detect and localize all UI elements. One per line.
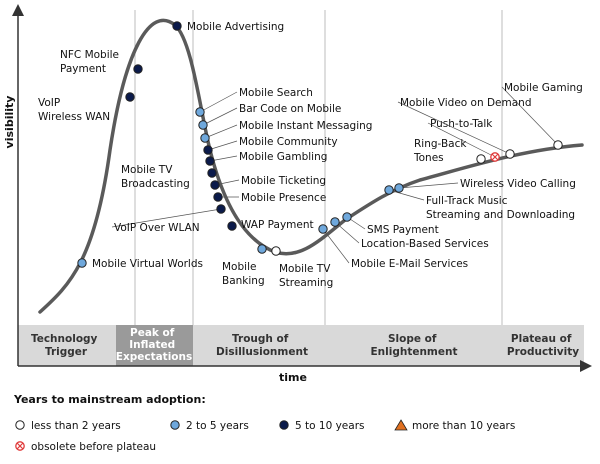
phase-technology-trigger: Technology Trigger	[31, 333, 101, 358]
phase-labels: Technology Trigger Peak of Inflated Expe…	[31, 327, 579, 363]
legend: Years to mainstream adoption: less than …	[13, 393, 515, 453]
label-mobile-search: Mobile Search	[239, 87, 313, 99]
label-mobile-community: Mobile Community	[239, 136, 338, 148]
label-mobile-banking: Mobile Banking	[222, 261, 265, 287]
marker-wap-payment	[227, 221, 237, 231]
marker-mobile-advertising	[172, 21, 182, 31]
label-bar-code-on-mobile: Bar Code on Mobile	[239, 103, 341, 115]
phase-band-highlight	[116, 325, 193, 366]
marker-mobile-presence	[213, 192, 223, 202]
leader-line-wireless-video-calling	[398, 182, 459, 189]
marker-full-track-music-streaming-and-downloading	[384, 185, 394, 195]
label-mobile-virtual-worlds: Mobile Virtual Worlds	[92, 258, 203, 270]
marker-mobile-virtual-worlds	[77, 258, 87, 268]
label-voip-wireless-wan: VoIP Wireless WAN	[38, 97, 110, 123]
marker-voip-over-wlan	[216, 204, 226, 214]
leader-line-mobile-video-on-demand	[397, 101, 511, 155]
legend-swatch-less-than-2-years	[15, 420, 25, 430]
y-axis-label: visibility	[3, 96, 16, 149]
label-push-to-talk: Push-to-Talk	[430, 118, 493, 130]
leader-line-location-based-services	[334, 221, 360, 244]
legend-label-5-to-10-years: 5 to 10 years	[295, 420, 365, 432]
legend-label-2-to-5-years: 2 to 5 years	[186, 420, 249, 432]
label-wap-payment: WAP Payment	[241, 219, 314, 231]
label-nfc-mobile-payment: NFC Mobile Payment	[60, 49, 119, 75]
leader-line-mobile-gaming	[501, 86, 559, 146]
label-ring-back-tones: Ring-Back Tones	[413, 138, 467, 164]
technology-markers	[77, 21, 563, 268]
legend-title: Years to mainstream adoption:	[13, 393, 206, 406]
label-mobile-gambling: Mobile Gambling	[239, 151, 327, 163]
x-axis-label: time	[279, 371, 307, 384]
legend-label-less-than-2-years: less than 2 years	[31, 420, 121, 432]
marker-location-based-services	[330, 217, 340, 227]
label-mobile-gaming: Mobile Gaming	[504, 82, 583, 94]
label-mobile-presence: Mobile Presence	[241, 192, 326, 204]
label-location-based-services: Location-Based Services	[361, 238, 489, 250]
leader-line-full-track-music-streaming-and-downloading	[388, 189, 425, 201]
marker-mobile-video-on-demand	[505, 149, 515, 159]
marker-bar-code-on-mobile	[198, 120, 208, 130]
phase-trough-of-disillusionment: Trough of Disillusionment	[216, 333, 308, 358]
marker-mobile-instant-messaging	[200, 133, 210, 143]
marker-voip-wireless-wan	[125, 92, 135, 102]
leader-line-mobile-community	[207, 140, 238, 151]
phase-slope-of-enlightenment: Slope of Enlightenment	[370, 333, 457, 358]
label-voip-over-wlan: VoIP Over WLAN	[114, 222, 200, 234]
label-mobile-advertising: Mobile Advertising	[187, 21, 284, 33]
phase-band-bg	[18, 325, 584, 366]
marker-ring-back-tones	[476, 154, 486, 164]
marker-mobile-gaming	[553, 140, 563, 150]
leader-line-push-to-talk	[427, 122, 496, 158]
legend-swatch-2-to-5-years	[170, 420, 180, 430]
leader-line-mobile-search	[199, 91, 238, 113]
leader-line-mobile-instant-messaging	[204, 124, 238, 139]
label-mobile-tv-broadcasting: Mobile TV Broadcasting	[121, 164, 190, 190]
label-full-track-music-streaming-and-downloading: Full-Track Music Streaming and Downloadin…	[426, 195, 575, 221]
marker-mobile-gambling	[205, 156, 215, 166]
axes: visibility time	[3, 4, 592, 384]
label-mobile-video-on-demand: Mobile Video on Demand	[400, 97, 531, 109]
phase-band	[18, 325, 584, 366]
legend-label-obsolete-before-plateau: obsolete before plateau	[31, 441, 156, 453]
leader-line-voip-over-wlan	[111, 208, 222, 228]
marker-mobile-tv-broadcasting	[207, 168, 217, 178]
legend-swatch-obsolete	[15, 441, 25, 451]
marker-nfc-mobile-payment	[133, 64, 143, 74]
hype-curve	[38, 18, 584, 314]
legend-swatch-5-to-10-years	[279, 420, 289, 430]
leader-line-mobile-e-mail-services	[322, 228, 350, 264]
marker-push-to-talk	[490, 152, 500, 162]
marker-mobile-search	[195, 107, 205, 117]
marker-mobile-ticketing	[210, 180, 220, 190]
marker-mobile-e-mail-services	[318, 224, 328, 234]
technology-labels: Mobile Virtual Worlds VoIP Wireless WAN NFC…	[38, 21, 583, 289]
label-sms-payment: SMS Payment	[367, 224, 439, 236]
label-mobile-e-mail-services: Mobile E-Mail Services	[351, 258, 468, 270]
leader-line-bar-code-on-mobile	[202, 107, 238, 126]
label-mobile-instant-messaging: Mobile Instant Messaging	[239, 120, 372, 132]
marker-wireless-video-calling	[394, 183, 404, 193]
marker-sms-payment	[342, 212, 352, 222]
phase-plateau-of-productivity: Plateau of Productivity	[507, 333, 579, 358]
marker-mobile-banking	[257, 244, 267, 254]
legend-label-more-than-10-years: more than 10 years	[412, 420, 515, 432]
label-mobile-ticketing: Mobile Ticketing	[241, 175, 326, 187]
label-mobile-tv-streaming: Mobile TV Streaming	[279, 263, 333, 289]
marker-mobile-tv-streaming	[271, 246, 281, 256]
label-wireless-video-calling: Wireless Video Calling	[460, 178, 576, 190]
marker-mobile-community	[203, 145, 213, 155]
phase-peak-of-inflated-expectations: Peak of Inflated Expectations	[116, 327, 192, 363]
legend-swatch-more-than-10-years	[394, 419, 408, 431]
